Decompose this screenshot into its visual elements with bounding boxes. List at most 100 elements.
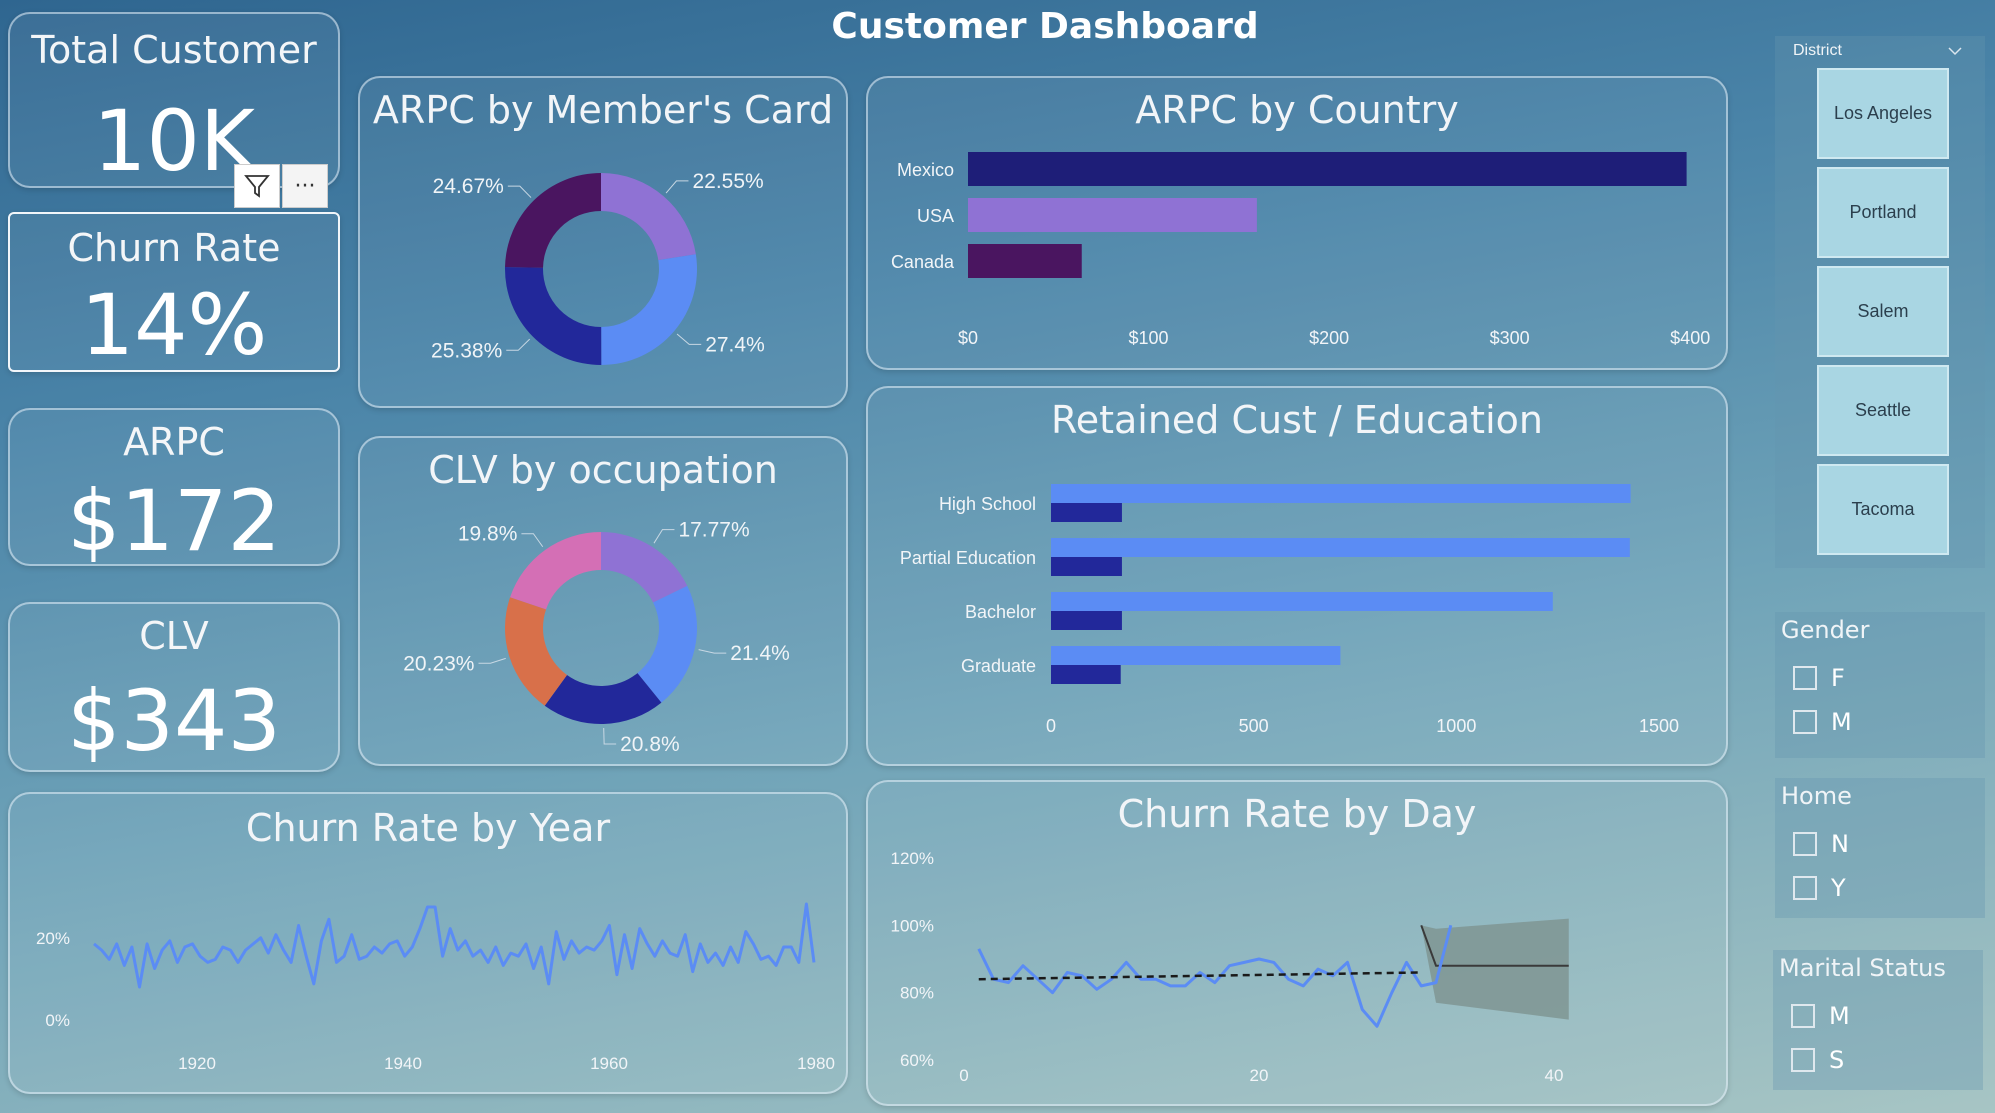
marital-status-slicer: Marital Status M S <box>1773 950 1983 1090</box>
line-chart: 0% 20% 1920 1940 1960 1980 <box>36 902 835 1073</box>
kpi-total-customer[interactable]: Total Customer 10K <box>8 12 340 190</box>
checkbox-label: F <box>1831 664 1845 692</box>
bar <box>968 198 1257 232</box>
axis-tick-label: 80% <box>900 984 934 1003</box>
kpi-value: 10K <box>93 92 255 190</box>
bar <box>1051 592 1553 611</box>
donut-slice <box>601 173 696 261</box>
chart-arpc-by-country[interactable]: ARPC by Country Mexico USA Canada $0 $100 $20… <box>866 76 1728 370</box>
checkbox-option[interactable]: F <box>1793 664 1845 692</box>
chart-title: Churn Rate by Day <box>1117 792 1477 836</box>
donut-slice <box>637 585 697 703</box>
page-title: Customer Dashboard <box>831 6 1259 47</box>
axis-tick-label: 120% <box>891 849 934 868</box>
data-label: 17.77% <box>678 519 749 542</box>
filter-icon[interactable] <box>234 164 280 208</box>
checkbox[interactable] <box>1791 1004 1815 1028</box>
bar <box>1051 646 1341 665</box>
leader-line <box>507 185 532 198</box>
category-label: Partial Education <box>900 548 1036 568</box>
forecast-line <box>1420 924 1569 967</box>
category-label: Canada <box>891 252 955 272</box>
donut-chart: 17.77% 21.4% 20.8% 20.23% 19.8% <box>403 519 790 756</box>
checkbox-option[interactable]: M <box>1791 1002 1850 1030</box>
chart-retained-by-education[interactable]: Retained Cust / Education High School Par… <box>866 386 1728 766</box>
district-tile[interactable]: Portland <box>1817 167 1949 258</box>
axis-tick-label: $200 <box>1309 328 1349 348</box>
axis-tick-label: 0 <box>959 1066 968 1085</box>
bar <box>1051 557 1122 576</box>
axis-tick-label: $300 <box>1490 328 1530 348</box>
chart-clv-by-occupation[interactable]: CLV by occupation 17.77% 21.4% 20.8% 20.23%… <box>358 436 848 766</box>
series-line <box>977 924 1453 1028</box>
axis-tick-label: $400 <box>1670 328 1710 348</box>
checkbox-option[interactable]: S <box>1791 1046 1844 1074</box>
checkbox-label: M <box>1829 1002 1850 1030</box>
checkbox[interactable] <box>1791 1048 1815 1072</box>
chart-churn-by-day[interactable]: Churn Rate by Day 120% 100% 80% 60% 0 20 40 <box>866 780 1728 1106</box>
checkbox-option[interactable]: N <box>1793 830 1849 858</box>
bar <box>968 152 1687 186</box>
category-label: Bachelor <box>965 602 1036 622</box>
chart-title: ARPC by Country <box>1135 88 1459 132</box>
district-tile[interactable]: Seattle <box>1817 365 1949 456</box>
leader-line <box>665 180 689 194</box>
slicer-title: Marital Status <box>1779 954 1946 982</box>
slicer-title: Home <box>1781 782 1852 810</box>
data-label: 19.8% <box>458 523 518 546</box>
chevron-down-icon[interactable] <box>1947 46 1963 56</box>
checkbox-label: M <box>1831 708 1852 736</box>
axis-tick-label: 0% <box>45 1011 70 1030</box>
bar <box>1051 665 1121 684</box>
leader-line <box>653 529 675 544</box>
axis-tick-label: 1000 <box>1436 716 1476 736</box>
bar <box>1051 538 1630 557</box>
chart-title: Churn Rate by Year <box>245 806 611 850</box>
donut-slice <box>505 267 602 365</box>
district-tile[interactable]: Salem <box>1817 266 1949 357</box>
axis-tick-label: 1940 <box>384 1054 422 1073</box>
more-options-button[interactable]: ··· <box>282 164 328 208</box>
leader-line <box>698 649 727 654</box>
data-label: 22.55% <box>692 170 763 193</box>
kpi-value: 14% <box>80 276 268 374</box>
chart-title: Retained Cust / Education <box>1051 398 1543 442</box>
kpi-title: Churn Rate <box>67 226 281 270</box>
kpi-arpc[interactable]: ARPC $172 <box>8 408 340 570</box>
leader-line <box>478 657 506 664</box>
checkbox[interactable] <box>1793 666 1817 690</box>
bar-chart: High School Partial Education Bachelor Grad… <box>900 484 1679 736</box>
line-chart: 120% 100% 80% 60% 0 20 40 <box>891 849 1569 1085</box>
home-slicer: Home N Y <box>1775 778 1985 918</box>
kpi-value: $172 <box>67 472 281 570</box>
slicer-title: District <box>1793 42 1842 59</box>
checkbox[interactable] <box>1793 710 1817 734</box>
checkbox-label: N <box>1831 830 1849 858</box>
chart-arpc-by-card[interactable]: ARPC by Member's Card 22.55% 27.4% 25.38% 2… <box>358 76 848 408</box>
checkbox-option[interactable]: Y <box>1793 874 1846 902</box>
kpi-churn-rate[interactable]: Churn Rate 14% <box>8 212 340 374</box>
checkbox[interactable] <box>1793 832 1817 856</box>
axis-tick-label: 100% <box>891 916 934 935</box>
checkbox[interactable] <box>1793 876 1817 900</box>
bar <box>1051 484 1631 503</box>
data-label: 25.38% <box>431 339 502 362</box>
leader-line <box>676 333 702 345</box>
chart-churn-by-year[interactable]: Churn Rate by Year 0% 20% 1920 1940 1960 1980 <box>8 792 848 1094</box>
kpi-clv[interactable]: CLV $343 <box>8 602 340 772</box>
checkbox-label: Y <box>1831 874 1846 902</box>
category-label: Mexico <box>897 160 954 180</box>
bar <box>1051 611 1122 630</box>
axis-tick-label: 500 <box>1239 716 1269 736</box>
checkbox-option[interactable]: M <box>1793 708 1852 736</box>
axis-tick-label: $100 <box>1129 328 1169 348</box>
district-tile[interactable]: Tacoma <box>1817 464 1949 555</box>
category-label: High School <box>939 494 1036 514</box>
kpi-title: ARPC <box>123 420 225 464</box>
axis-tick-label: 20 <box>1250 1066 1269 1085</box>
district-tile[interactable]: Los Angeles <box>1817 68 1949 159</box>
axis-tick-label: 1980 <box>797 1054 835 1073</box>
leader-line <box>506 338 531 351</box>
trend-line <box>978 971 1422 981</box>
category-label: USA <box>917 206 954 226</box>
